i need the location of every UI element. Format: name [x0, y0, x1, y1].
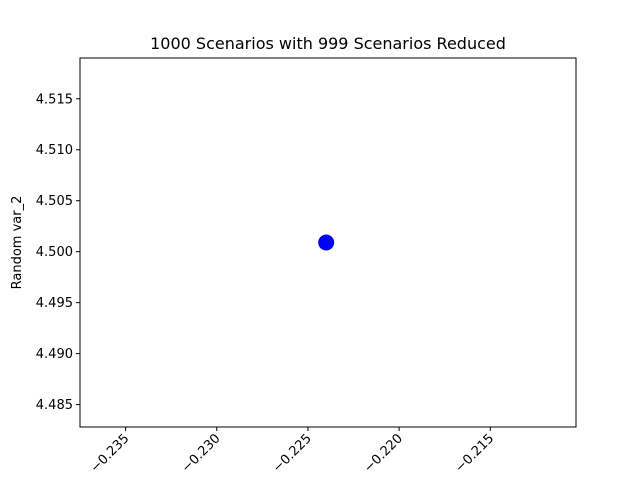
y-axis-label: Random var_2: [10, 196, 25, 290]
plot-area-frame: [79, 57, 577, 428]
data-point: [318, 234, 335, 251]
y-tick-label: 4.500: [36, 245, 73, 260]
y-tick-label: 4.510: [36, 143, 73, 158]
y-tick-label: 4.490: [36, 347, 73, 362]
y-tick-label: 4.515: [36, 92, 73, 107]
y-tick-label: 4.505: [36, 194, 73, 209]
y-tick-label: 4.485: [36, 398, 73, 413]
chart-title: 1000 Scenarios with 999 Scenarios Reduce…: [150, 34, 506, 53]
y-tick-label: 4.495: [36, 296, 73, 311]
points-layer: [318, 234, 335, 251]
